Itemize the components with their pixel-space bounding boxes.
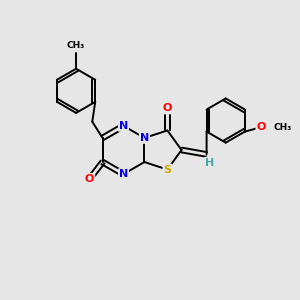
Text: CH₃: CH₃ xyxy=(67,40,85,50)
Text: CH₃: CH₃ xyxy=(273,123,292,132)
Text: O: O xyxy=(85,174,94,184)
Text: N: N xyxy=(119,121,128,131)
Text: N: N xyxy=(119,169,128,179)
Text: S: S xyxy=(164,164,171,175)
Text: O: O xyxy=(163,103,172,113)
Text: N: N xyxy=(140,133,149,143)
Text: O: O xyxy=(256,122,266,132)
Text: H: H xyxy=(205,158,214,168)
